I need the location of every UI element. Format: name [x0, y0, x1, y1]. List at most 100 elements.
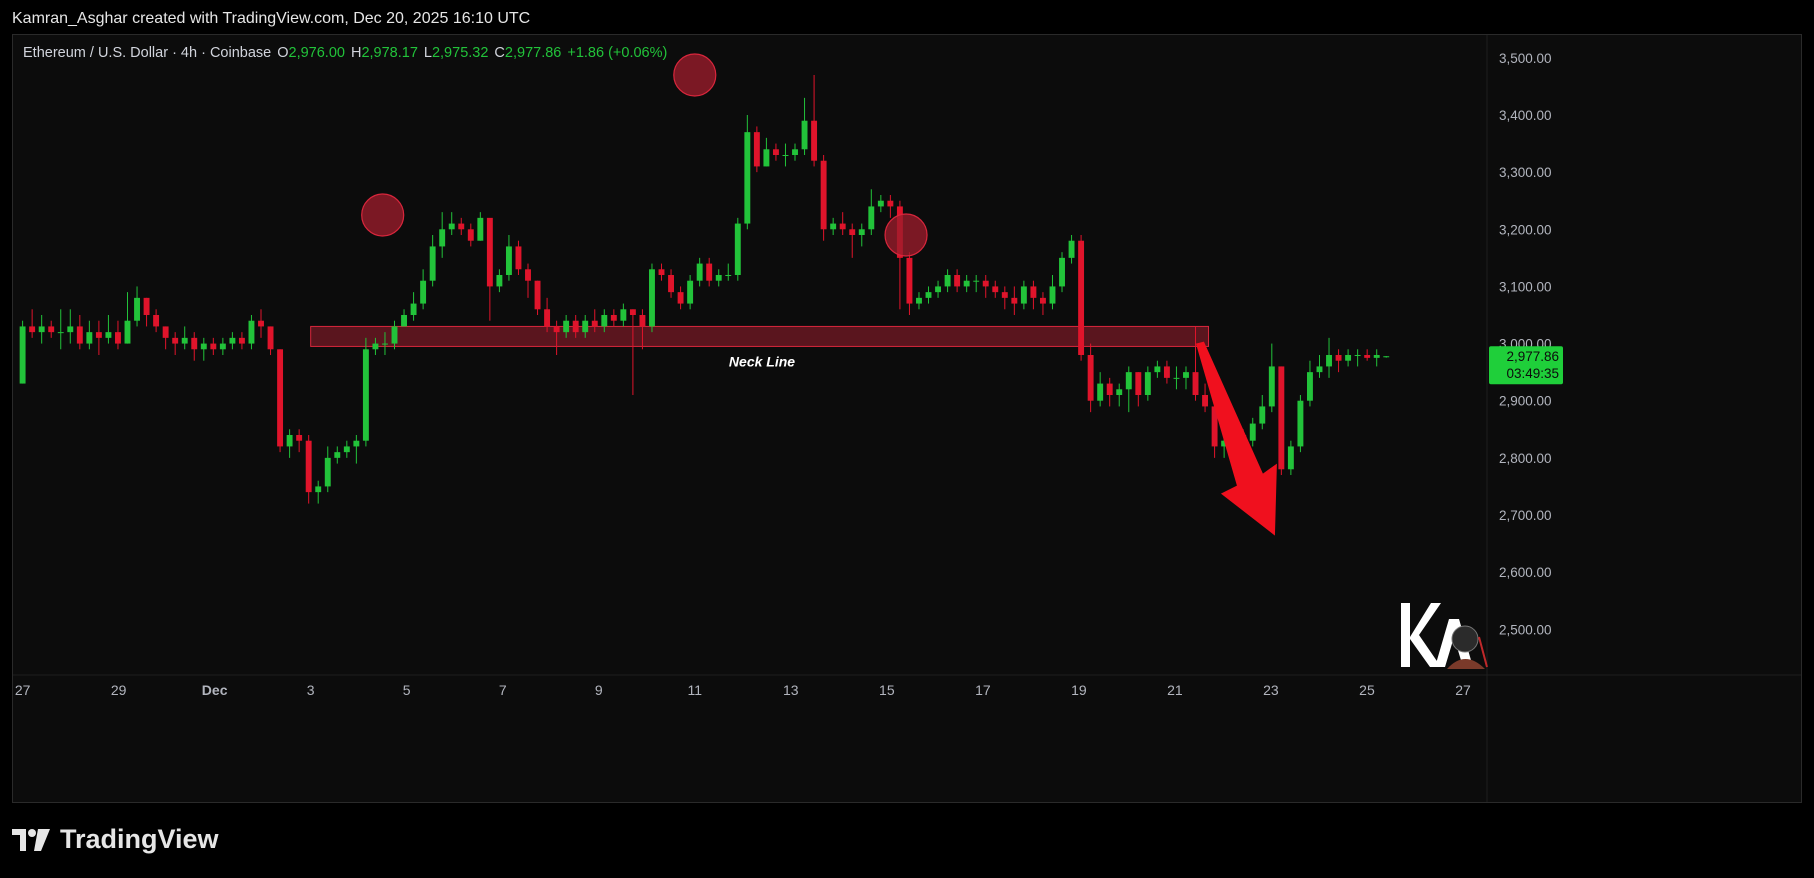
peak-marker — [884, 213, 928, 257]
candle-body — [954, 275, 961, 287]
candle-body — [792, 149, 798, 155]
candle-body — [1335, 355, 1342, 361]
candle-body — [1078, 240, 1085, 355]
chart-panel[interactable]: Neck Line 2,500.00 2,600.00 2,700.00 2,800.0… — [12, 34, 1802, 803]
symbol-name[interactable]: Ethereum / U.S. Dollar · 4h · Coinbase — [23, 45, 272, 61]
x-tick-label: 23 — [1263, 682, 1279, 698]
ohlc-open: O2,976.00 — [277, 45, 345, 61]
candle-body — [448, 223, 455, 230]
x-tick-label: 5 — [403, 682, 411, 698]
candle-body — [820, 160, 827, 230]
candle-body — [1097, 383, 1104, 401]
candle-body — [992, 286, 999, 293]
x-tick-label: Dec — [202, 682, 228, 698]
candle-body — [86, 332, 93, 344]
peak-marker — [361, 193, 405, 237]
candle-body — [772, 149, 779, 155]
candle-body — [944, 275, 951, 287]
tradingview-logo[interactable]: TradingView — [12, 824, 219, 855]
candle-body — [505, 246, 512, 275]
x-tick-label: 27 — [1455, 682, 1471, 698]
candle-body — [1364, 355, 1371, 358]
candle-body — [572, 320, 579, 333]
candle-body — [1278, 366, 1285, 470]
candle-body — [868, 206, 875, 230]
candle-body — [67, 326, 74, 333]
candle-body — [210, 343, 217, 350]
candle-body — [458, 223, 465, 230]
candle-body — [191, 337, 198, 350]
candle-body — [124, 320, 131, 344]
candlestick-chart[interactable]: Neck Line 2,500.00 2,600.00 2,700.00 2,800.0… — [13, 35, 1801, 802]
y-tick-label: 2,700.00 — [1499, 508, 1552, 523]
candle-body — [687, 280, 694, 304]
candle-body — [668, 275, 675, 293]
candle-body — [677, 292, 684, 304]
candle-body — [410, 303, 417, 315]
candle-body — [1001, 292, 1008, 298]
candle-body — [1039, 297, 1046, 304]
candle-body — [601, 315, 608, 327]
author-watermark — [1401, 603, 1488, 669]
candle-body — [467, 229, 474, 241]
candle-body — [401, 315, 407, 327]
candle-body — [658, 269, 665, 275]
candle-body — [496, 275, 503, 287]
candle-body — [286, 435, 293, 447]
candle-body — [248, 320, 255, 344]
candle-body — [725, 275, 732, 276]
candle-body — [305, 440, 312, 493]
candle-body — [1326, 355, 1332, 367]
y-tick-label: 2,900.00 — [1499, 394, 1552, 409]
y-tick-label: 3,500.00 — [1499, 51, 1552, 66]
candle-body — [706, 263, 713, 281]
candle-body — [753, 132, 760, 167]
candle-body — [858, 229, 865, 235]
tradingview-logo-icon — [12, 828, 50, 851]
candle-body — [267, 326, 274, 350]
neckline-label: Neck Line — [729, 353, 795, 369]
candle-body — [715, 275, 722, 281]
candle-body — [877, 200, 884, 207]
price-change: +1.86 (+0.06%) — [567, 45, 668, 61]
candle-body — [38, 326, 45, 333]
candle-body — [1020, 286, 1027, 304]
y-tick-label: 3,300.00 — [1499, 165, 1552, 180]
symbol-legend: Ethereum / U.S. Dollar · 4h · Coinbase O2… — [23, 45, 673, 61]
candle-body — [162, 326, 169, 338]
candle-body — [324, 457, 331, 487]
candle-body — [95, 332, 102, 338]
candle-body — [610, 315, 617, 321]
candle-body — [849, 229, 856, 235]
candle-body — [1106, 383, 1113, 395]
x-tick-label: 11 — [688, 682, 703, 698]
price-countdown: 03:49:35 — [1506, 366, 1559, 381]
candle-body — [29, 326, 36, 333]
candle-body — [534, 280, 541, 310]
candle-body — [1068, 240, 1075, 258]
candle-body — [1192, 372, 1199, 395]
candle-body — [1221, 440, 1228, 447]
candle-body — [629, 309, 636, 315]
candle-body — [1316, 366, 1323, 373]
candle-body — [1306, 372, 1313, 401]
x-tick-label: 13 — [783, 682, 799, 698]
candle-body — [1030, 286, 1037, 298]
candle-body — [362, 349, 369, 441]
candle-body — [477, 217, 484, 241]
candle-body — [763, 149, 770, 167]
candle-body — [553, 326, 560, 333]
candle-body — [172, 337, 179, 344]
x-tick-label: 9 — [595, 682, 603, 698]
x-tick-label: 15 — [879, 682, 895, 698]
candle-body — [620, 309, 627, 321]
candle-body — [382, 343, 388, 345]
candle-body — [916, 297, 922, 304]
x-tick-label: 27 — [15, 682, 31, 698]
x-tick-label: 19 — [1071, 682, 1087, 698]
candle-body — [744, 132, 751, 224]
x-tick-label: 3 — [307, 682, 315, 698]
down-arrow — [1195, 341, 1277, 536]
candle-body — [563, 320, 570, 333]
candle-body — [153, 315, 160, 327]
